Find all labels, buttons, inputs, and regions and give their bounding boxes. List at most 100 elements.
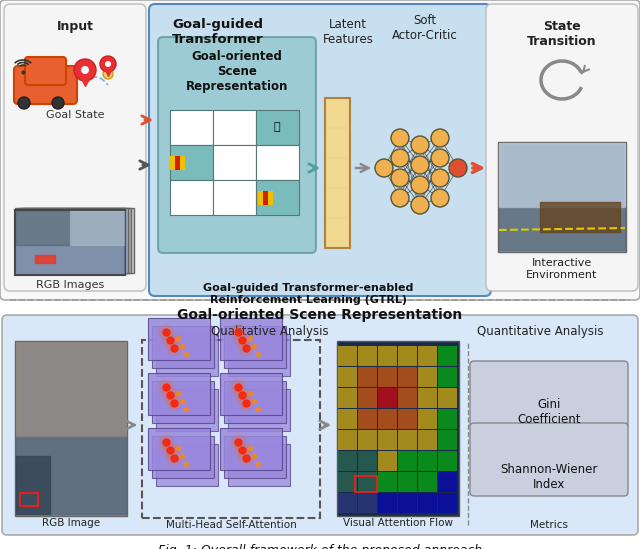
Bar bbox=[418, 409, 437, 429]
Circle shape bbox=[158, 434, 174, 450]
Bar bbox=[358, 346, 377, 366]
Circle shape bbox=[166, 450, 182, 466]
Polygon shape bbox=[16, 436, 126, 514]
Circle shape bbox=[103, 69, 113, 79]
FancyBboxPatch shape bbox=[148, 428, 210, 470]
Polygon shape bbox=[499, 207, 625, 250]
FancyBboxPatch shape bbox=[14, 66, 77, 104]
Bar bbox=[338, 493, 357, 513]
Bar bbox=[418, 367, 437, 387]
Circle shape bbox=[391, 129, 409, 147]
FancyBboxPatch shape bbox=[486, 4, 638, 291]
Text: Visual Attention Flow: Visual Attention Flow bbox=[343, 518, 453, 528]
Bar bbox=[378, 472, 397, 492]
Circle shape bbox=[411, 196, 429, 214]
Bar bbox=[170, 156, 175, 170]
FancyBboxPatch shape bbox=[156, 334, 218, 376]
Bar bbox=[438, 493, 457, 513]
FancyBboxPatch shape bbox=[158, 37, 316, 253]
Bar bbox=[338, 430, 357, 450]
FancyBboxPatch shape bbox=[224, 436, 286, 478]
FancyBboxPatch shape bbox=[228, 389, 290, 431]
Bar bbox=[256, 180, 299, 215]
Bar bbox=[338, 493, 357, 513]
FancyBboxPatch shape bbox=[470, 423, 628, 496]
Bar bbox=[256, 145, 299, 180]
Text: Qualitative Analysis: Qualitative Analysis bbox=[211, 325, 329, 338]
Circle shape bbox=[52, 97, 64, 109]
Circle shape bbox=[391, 189, 409, 207]
Circle shape bbox=[391, 169, 409, 187]
Circle shape bbox=[431, 169, 449, 187]
Circle shape bbox=[431, 149, 449, 167]
Bar bbox=[438, 388, 457, 408]
Circle shape bbox=[158, 324, 174, 340]
Bar bbox=[337, 341, 459, 516]
Text: Multi-Head Self-Attention: Multi-Head Self-Attention bbox=[166, 520, 296, 530]
Text: Quantitative Analysis: Quantitative Analysis bbox=[477, 325, 604, 338]
Circle shape bbox=[411, 156, 429, 174]
Text: Fig. 1: Overall framework of the proposed approach: Fig. 1: Overall framework of the propose… bbox=[158, 544, 482, 549]
Circle shape bbox=[375, 159, 393, 177]
Text: Metrics: Metrics bbox=[530, 520, 568, 530]
Text: Input: Input bbox=[56, 20, 93, 33]
Bar bbox=[20, 493, 38, 506]
Bar bbox=[268, 191, 273, 205]
Bar bbox=[418, 346, 437, 366]
Bar bbox=[213, 145, 256, 180]
FancyBboxPatch shape bbox=[224, 381, 286, 423]
Bar bbox=[358, 493, 377, 513]
Circle shape bbox=[162, 442, 178, 458]
Circle shape bbox=[74, 59, 96, 81]
Text: Gini
Coefficient: Gini Coefficient bbox=[517, 398, 580, 426]
Circle shape bbox=[162, 332, 178, 348]
Circle shape bbox=[431, 129, 449, 147]
FancyBboxPatch shape bbox=[152, 436, 214, 478]
Circle shape bbox=[431, 189, 449, 207]
Text: State
Transition: State Transition bbox=[527, 20, 597, 48]
Bar bbox=[398, 451, 417, 471]
Bar bbox=[398, 346, 417, 366]
Circle shape bbox=[411, 136, 429, 154]
Bar bbox=[256, 110, 299, 145]
Bar bbox=[438, 367, 457, 387]
FancyBboxPatch shape bbox=[152, 326, 214, 368]
Bar bbox=[378, 430, 397, 450]
FancyBboxPatch shape bbox=[149, 4, 491, 296]
Bar bbox=[170, 110, 213, 145]
Bar bbox=[338, 472, 357, 492]
FancyBboxPatch shape bbox=[156, 444, 218, 486]
Text: Goal-oriented
Scene
Representation: Goal-oriented Scene Representation bbox=[186, 50, 288, 93]
FancyBboxPatch shape bbox=[152, 381, 214, 423]
FancyBboxPatch shape bbox=[220, 373, 282, 415]
Text: Goal-guided
Transformer: Goal-guided Transformer bbox=[172, 18, 264, 46]
Text: Goal-oriented Scene Representation: Goal-oriented Scene Representation bbox=[177, 308, 463, 322]
Bar bbox=[418, 493, 437, 513]
FancyBboxPatch shape bbox=[148, 318, 210, 360]
Bar bbox=[438, 346, 457, 366]
FancyBboxPatch shape bbox=[24, 208, 134, 273]
Bar bbox=[180, 156, 185, 170]
Bar bbox=[338, 388, 357, 408]
Bar bbox=[358, 451, 377, 471]
Bar bbox=[358, 493, 377, 513]
Circle shape bbox=[230, 324, 246, 340]
FancyBboxPatch shape bbox=[220, 428, 282, 470]
FancyBboxPatch shape bbox=[4, 4, 146, 291]
Text: Goal State: Goal State bbox=[45, 110, 104, 120]
Circle shape bbox=[100, 56, 116, 72]
Bar bbox=[170, 145, 213, 180]
Bar bbox=[258, 191, 263, 205]
Text: Latent
Features: Latent Features bbox=[323, 18, 373, 46]
Bar bbox=[438, 451, 457, 471]
FancyBboxPatch shape bbox=[15, 208, 125, 273]
Bar bbox=[338, 451, 357, 471]
Text: RGB Images: RGB Images bbox=[36, 280, 104, 290]
Circle shape bbox=[411, 176, 429, 194]
Bar bbox=[358, 430, 377, 450]
Bar bbox=[418, 430, 437, 450]
Bar bbox=[358, 472, 377, 492]
Bar bbox=[398, 409, 417, 429]
Bar bbox=[438, 430, 457, 450]
Bar bbox=[498, 142, 626, 252]
